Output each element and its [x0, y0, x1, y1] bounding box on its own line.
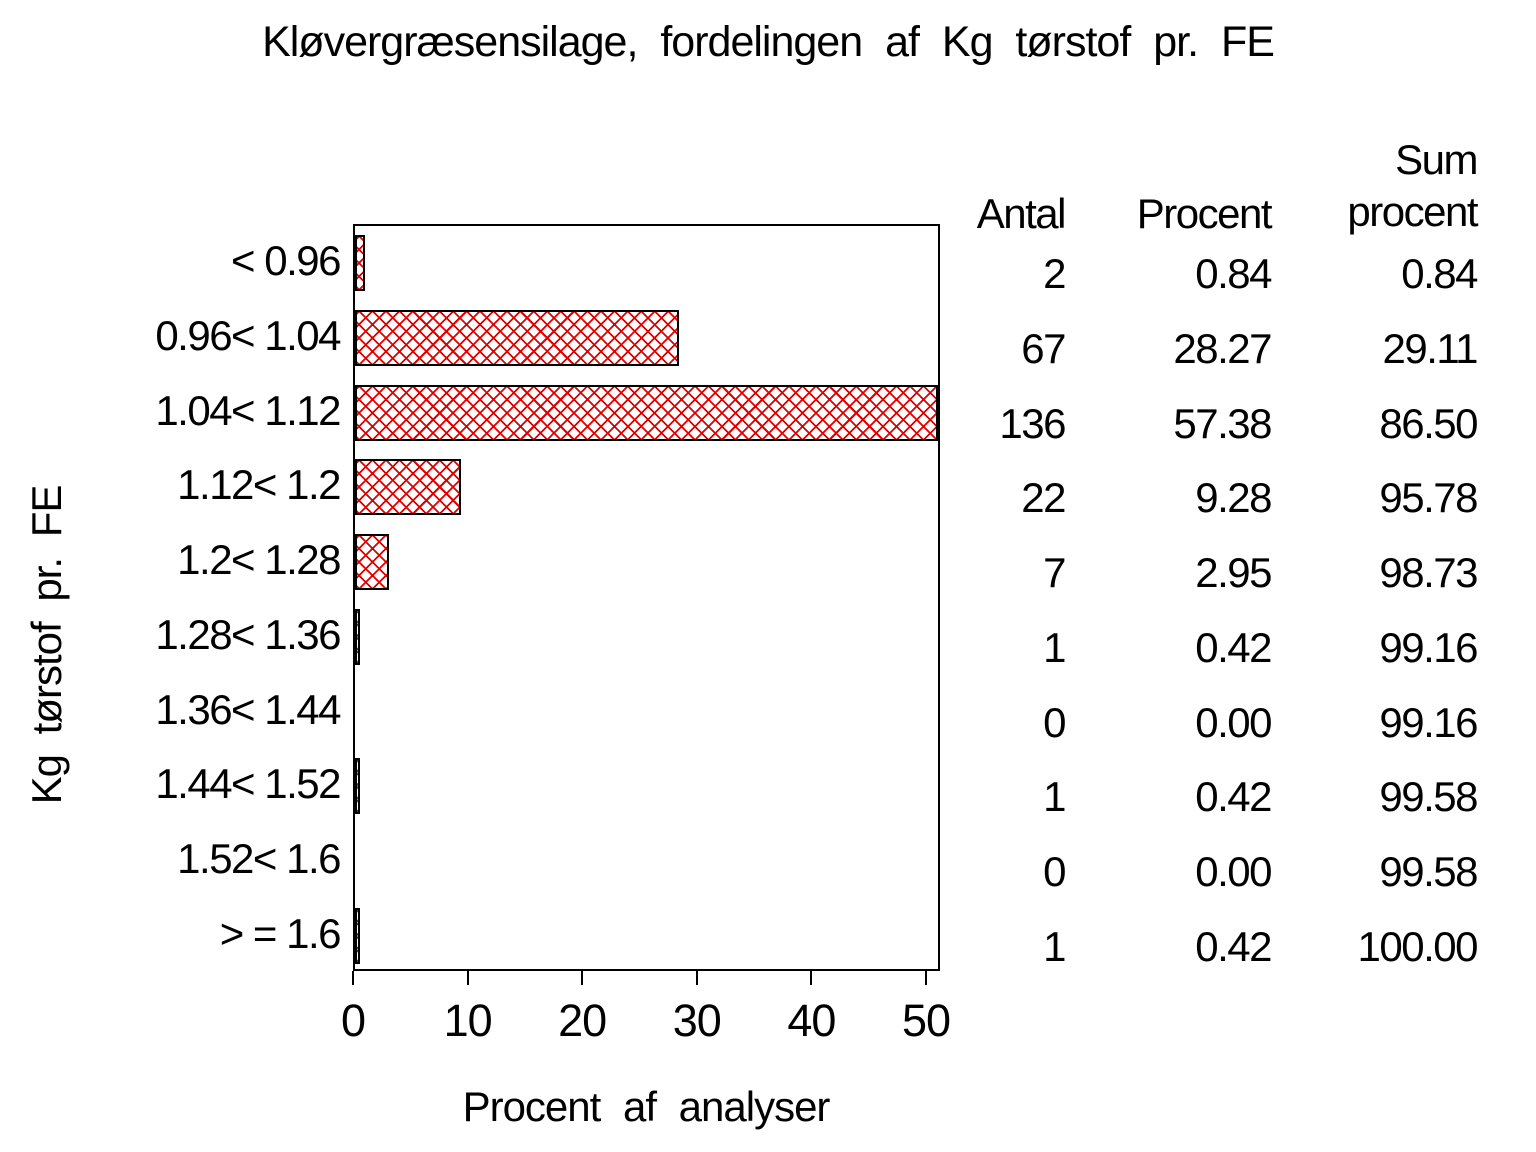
cell-sum-procent: 98.73: [1379, 549, 1478, 597]
cell-sum-procent: 95.78: [1379, 474, 1478, 522]
table-row: 1 0.42 99.58: [950, 760, 1478, 835]
category-label: 1.2< 1.28: [177, 536, 341, 584]
category-label: 1.28< 1.36: [155, 610, 341, 658]
table-row: 1 0.42 100.00: [950, 909, 1479, 984]
cell-antal: 1: [1043, 623, 1066, 671]
cell-procent: 9.28: [1195, 474, 1272, 522]
table-header-sum-procent: Sum procent: [1271, 134, 1478, 238]
table-row: 67 28.27 29.11: [950, 312, 1479, 387]
x-axis-label: Procent af analyser: [462, 1083, 831, 1130]
cell-procent: 0.42: [1195, 922, 1272, 970]
table-header-antal: Antal: [976, 190, 1067, 237]
tick-mark: [466, 971, 469, 985]
bar-< 0.96: [355, 235, 365, 292]
cell-procent: 0.00: [1195, 847, 1272, 895]
tick-label: 20: [558, 995, 607, 1046]
category-label: 1.04< 1.12: [155, 386, 341, 434]
plot-area: [353, 224, 940, 971]
cell-procent: 0.00: [1195, 698, 1272, 746]
table-row: 136 57.38 86.50: [950, 386, 1478, 461]
cell-procent: 2.95: [1195, 549, 1272, 597]
cell-procent: 57.38: [1173, 399, 1272, 447]
category-label: > = 1.6: [219, 909, 342, 957]
table-row: 2 0.84 0.84: [950, 237, 1478, 312]
category-label: 1.36< 1.44: [155, 685, 341, 733]
tick-label: 0: [340, 995, 366, 1046]
cell-antal: 1: [1043, 922, 1066, 970]
cell-antal: 2: [1043, 250, 1066, 298]
cell-antal: 1: [1043, 773, 1066, 821]
cell-sum-procent: 99.58: [1379, 847, 1478, 895]
cell-antal: 0: [1043, 847, 1066, 895]
chart-title: Kløvergræsensilage, fordelingen af Kg tø…: [262, 18, 1275, 66]
category-label: 0.96< 1.04: [155, 312, 341, 360]
cell-sum-procent: 99.16: [1379, 623, 1478, 671]
category-label: < 0.96: [231, 237, 341, 285]
table-header-sum-line2: procent: [1347, 188, 1478, 235]
cell-procent: 0.42: [1195, 773, 1272, 821]
bar-1.2< 1.28: [355, 534, 389, 591]
cell-antal: 22: [1021, 474, 1066, 522]
table-header-sum-line1: Sum: [1395, 136, 1478, 183]
tick-label: 40: [787, 995, 836, 1046]
category-label: 1.12< 1.2: [177, 461, 341, 509]
cell-sum-procent: 29.11: [1382, 325, 1479, 373]
tick-mark: [810, 971, 813, 985]
tick-mark: [352, 971, 354, 985]
cell-procent: 0.42: [1195, 623, 1272, 671]
tick-label: 50: [901, 995, 951, 1046]
cell-sum-procent: 99.58: [1379, 773, 1478, 821]
category-label: 1.52< 1.6: [177, 834, 341, 882]
tick-mark: [695, 971, 698, 985]
table-header-procent: Procent: [1136, 190, 1273, 237]
tick-label: 10: [443, 995, 493, 1046]
cell-antal: 136: [999, 399, 1066, 447]
bar-> = 1.6: [355, 907, 360, 964]
cell-sum-procent: 86.50: [1379, 399, 1478, 447]
bar-1.04< 1.12: [355, 384, 938, 441]
bar-1.44< 1.52: [355, 758, 360, 815]
table-row: 0 0.00 99.16: [950, 685, 1478, 760]
table-row: 7 2.95 98.73: [950, 536, 1478, 611]
cell-procent: 0.84: [1195, 250, 1272, 298]
cell-procent: 28.27: [1173, 325, 1272, 373]
table-row: 1 0.42 99.16: [950, 611, 1478, 686]
category-label: 1.44< 1.52: [155, 760, 341, 808]
bar-1.12< 1.2: [355, 459, 462, 516]
cell-antal: 0: [1043, 698, 1066, 746]
bar-1.28< 1.36: [355, 608, 360, 665]
bar-0.96< 1.04: [355, 310, 679, 367]
table-header: Antal Procent Sum procent: [950, 126, 1479, 238]
tick-mark: [925, 971, 927, 985]
table-row: 0 0.00 99.58: [950, 835, 1478, 910]
cell-sum-procent: 0.84: [1401, 250, 1478, 298]
cell-antal: 67: [1021, 325, 1066, 373]
tick-label: 30: [672, 995, 722, 1046]
cell-sum-procent: 100.00: [1357, 922, 1479, 970]
cell-sum-procent: 99.16: [1379, 698, 1478, 746]
cell-antal: 7: [1043, 549, 1066, 597]
tick-mark: [581, 971, 584, 985]
table-row: 22 9.28 95.78: [950, 461, 1478, 536]
